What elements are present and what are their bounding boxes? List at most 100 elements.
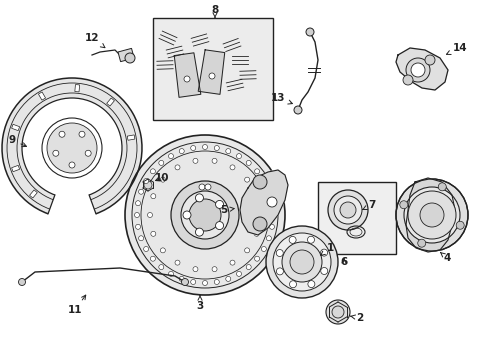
Circle shape bbox=[325, 300, 349, 324]
Circle shape bbox=[193, 267, 198, 272]
Circle shape bbox=[181, 191, 228, 239]
Circle shape bbox=[214, 145, 219, 150]
Circle shape bbox=[288, 237, 296, 243]
Circle shape bbox=[437, 183, 446, 191]
Circle shape bbox=[254, 231, 259, 236]
Circle shape bbox=[212, 267, 217, 272]
Circle shape bbox=[181, 279, 188, 285]
Text: 14: 14 bbox=[446, 43, 467, 54]
Polygon shape bbox=[405, 178, 454, 252]
Circle shape bbox=[138, 236, 143, 241]
Bar bbox=[75, 85, 80, 92]
Circle shape bbox=[276, 249, 283, 257]
Circle shape bbox=[244, 177, 249, 182]
Polygon shape bbox=[198, 50, 224, 94]
Circle shape bbox=[270, 212, 275, 217]
Circle shape bbox=[19, 279, 25, 285]
Text: 12: 12 bbox=[84, 33, 105, 48]
Text: 10: 10 bbox=[154, 173, 169, 183]
Circle shape bbox=[125, 53, 135, 63]
Circle shape bbox=[212, 158, 217, 163]
Circle shape bbox=[245, 161, 251, 165]
Circle shape bbox=[331, 306, 343, 318]
Circle shape bbox=[402, 75, 412, 85]
Circle shape bbox=[269, 201, 274, 206]
Circle shape bbox=[254, 169, 259, 174]
Circle shape bbox=[261, 247, 266, 252]
Bar bbox=[127, 135, 135, 140]
Circle shape bbox=[266, 197, 276, 207]
Circle shape bbox=[175, 165, 180, 170]
Circle shape bbox=[125, 135, 285, 295]
Text: 1: 1 bbox=[320, 243, 333, 255]
Circle shape bbox=[193, 158, 198, 163]
Circle shape bbox=[421, 205, 441, 225]
Circle shape bbox=[134, 212, 139, 217]
Bar bbox=[118, 48, 134, 62]
Circle shape bbox=[399, 201, 407, 209]
Circle shape bbox=[143, 247, 148, 252]
Circle shape bbox=[171, 181, 239, 249]
Circle shape bbox=[236, 154, 241, 159]
Circle shape bbox=[214, 279, 219, 284]
Circle shape bbox=[208, 73, 215, 79]
Circle shape bbox=[179, 149, 184, 154]
Bar bbox=[317, 182, 395, 254]
Circle shape bbox=[254, 194, 259, 199]
Circle shape bbox=[47, 123, 97, 173]
Bar bbox=[39, 92, 45, 100]
Circle shape bbox=[202, 280, 207, 285]
Text: 5: 5 bbox=[220, 205, 234, 215]
Circle shape bbox=[135, 201, 140, 206]
Circle shape bbox=[183, 211, 191, 219]
Circle shape bbox=[307, 280, 314, 288]
Circle shape bbox=[160, 177, 165, 182]
Circle shape bbox=[159, 265, 163, 270]
Circle shape bbox=[266, 189, 271, 194]
Polygon shape bbox=[240, 170, 287, 235]
Text: 4: 4 bbox=[440, 252, 450, 263]
Circle shape bbox=[265, 226, 337, 298]
Circle shape bbox=[160, 248, 165, 253]
Circle shape bbox=[225, 149, 230, 154]
Circle shape bbox=[150, 169, 155, 174]
Bar bbox=[29, 190, 37, 198]
Circle shape bbox=[257, 212, 262, 217]
Circle shape bbox=[204, 184, 210, 190]
Circle shape bbox=[339, 202, 355, 218]
Circle shape bbox=[395, 179, 467, 251]
Circle shape bbox=[424, 55, 434, 65]
Text: 9: 9 bbox=[8, 135, 26, 147]
Circle shape bbox=[143, 179, 148, 184]
Circle shape bbox=[419, 203, 443, 227]
Circle shape bbox=[150, 231, 156, 236]
Circle shape bbox=[252, 217, 266, 231]
Circle shape bbox=[327, 190, 367, 230]
Circle shape bbox=[252, 175, 266, 189]
Bar bbox=[12, 165, 20, 172]
Circle shape bbox=[175, 260, 180, 265]
Circle shape bbox=[79, 131, 85, 137]
Circle shape bbox=[410, 63, 424, 77]
Circle shape bbox=[168, 154, 173, 159]
Circle shape bbox=[261, 179, 266, 184]
Circle shape bbox=[289, 250, 313, 274]
Bar bbox=[153, 18, 272, 120]
Circle shape bbox=[159, 161, 163, 165]
Circle shape bbox=[179, 276, 184, 282]
Circle shape bbox=[272, 233, 330, 291]
Text: 11: 11 bbox=[68, 295, 85, 315]
Text: 2: 2 bbox=[350, 313, 363, 323]
Circle shape bbox=[138, 189, 143, 194]
Text: 8: 8 bbox=[211, 5, 218, 18]
Circle shape bbox=[150, 194, 156, 199]
Text: 3: 3 bbox=[196, 296, 203, 311]
Circle shape bbox=[413, 197, 449, 233]
Circle shape bbox=[195, 194, 203, 202]
Text: 7: 7 bbox=[362, 200, 375, 210]
Circle shape bbox=[168, 271, 173, 276]
Circle shape bbox=[254, 256, 259, 261]
Circle shape bbox=[236, 271, 241, 276]
Circle shape bbox=[320, 249, 327, 256]
Circle shape bbox=[244, 248, 249, 253]
